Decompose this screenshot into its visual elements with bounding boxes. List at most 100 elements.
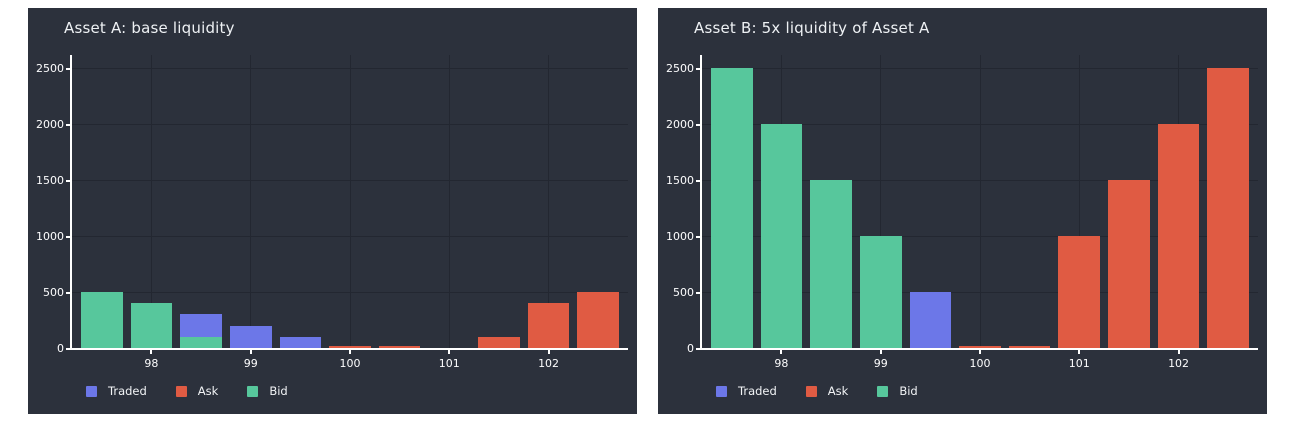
bar-bid-98.5 <box>180 336 222 348</box>
y-tick-label-0: 0 <box>57 342 64 355</box>
bar-bid-98 <box>760 123 803 348</box>
x-tick-label-101: 101 <box>438 357 460 370</box>
legend-item-ask[interactable]: Ask <box>175 384 219 398</box>
y-tick-label-2000: 2000 <box>666 117 694 131</box>
y-tick-mark-2000 <box>66 123 71 126</box>
bar-ask-101.5 <box>1108 179 1150 348</box>
legend-label-traded: Traded <box>738 384 777 398</box>
legend-label-ask: Ask <box>197 384 219 398</box>
gridline-x-102 <box>548 55 550 348</box>
legend-swatch-traded-icon <box>86 385 97 397</box>
chart-title-asset-b: Asset B: 5x liquidity of Asset A <box>694 19 930 37</box>
x-tick-mark-100 <box>349 350 351 354</box>
legend-asset-a: Traded Ask Bid <box>86 384 288 398</box>
y-tick-label-1000: 1000 <box>36 229 64 243</box>
y-tick-label-2000: 2000 <box>36 117 64 131</box>
bar-bid-97.5 <box>80 291 123 348</box>
y-tick-label-500: 500 <box>43 285 64 299</box>
y-tick-label-500: 500 <box>673 285 694 299</box>
bar-ask-102.5 <box>1207 67 1250 348</box>
y-tick-label-2500: 2500 <box>36 61 64 75</box>
x-tick-label-102: 102 <box>1168 357 1190 370</box>
x-tick-label-99: 99 <box>873 357 888 370</box>
chart-panel-asset-b: Asset B: 5x liquidity of Asset A Traded A… <box>658 8 1267 414</box>
bar-bid-97.5 <box>710 67 753 348</box>
y-tick-mark-500 <box>696 291 701 294</box>
x-tick-label-100: 100 <box>969 357 991 370</box>
bar-ask-101 <box>1058 235 1101 348</box>
legend-item-bid[interactable]: Bid <box>247 384 288 398</box>
legend-item-ask[interactable]: Ask <box>805 384 849 398</box>
y-tick-mark-2500 <box>66 67 71 70</box>
gridline-x-101 <box>1078 55 1080 348</box>
legend-label-bid: Bid <box>899 384 918 398</box>
x-tick-label-102: 102 <box>538 357 560 370</box>
bar-bid-98 <box>130 303 173 348</box>
chart-panel-asset-a: Asset A: base liquidity Traded Ask Bid 0 50… <box>28 8 637 414</box>
x-tick-mark-98 <box>150 350 153 354</box>
y-tick-mark-2000 <box>696 123 701 126</box>
y-tick-mark-1000 <box>696 235 701 238</box>
legend-item-bid[interactable]: Bid <box>877 384 918 398</box>
legend-label-traded: Traded <box>108 384 147 398</box>
gridline-x-98 <box>150 55 152 348</box>
y-tick-label-1500: 1500 <box>666 173 694 187</box>
x-tick-label-100: 100 <box>339 357 361 370</box>
y-tick-label-1000: 1000 <box>666 229 694 243</box>
gridline-x-100 <box>979 55 981 348</box>
legend-swatch-traded-icon <box>716 385 727 397</box>
legend-swatch-bid-icon <box>877 385 889 397</box>
legend-swatch-bid-icon <box>247 385 259 397</box>
plot-area-asset-a <box>70 55 628 350</box>
bar-bid-99 <box>859 235 902 348</box>
y-tick-mark-0 <box>696 348 701 350</box>
gridline-x-99 <box>880 55 882 348</box>
legend-label-bid: Bid <box>269 384 288 398</box>
x-tick-label-99: 99 <box>243 357 258 370</box>
y-tick-mark-1000 <box>66 235 71 238</box>
bar-ask-102 <box>1157 123 1200 348</box>
gridline-x-99 <box>250 55 252 348</box>
legend-item-traded[interactable]: Traded <box>86 384 147 398</box>
plot-area-asset-b <box>700 55 1258 350</box>
legend-swatch-ask-icon <box>805 385 817 397</box>
bar-ask-101.5 <box>478 336 520 348</box>
bar-traded-99.5 <box>909 291 952 348</box>
x-tick-mark-102 <box>1177 350 1180 354</box>
x-tick-mark-101 <box>1078 350 1081 354</box>
x-tick-mark-98 <box>780 350 783 354</box>
legend-label-ask: Ask <box>827 384 849 398</box>
bar-ask-102.5 <box>577 291 620 348</box>
bar-ask-100.5 <box>1008 346 1051 348</box>
y-tick-mark-1500 <box>696 179 701 182</box>
y-tick-label-2500: 2500 <box>666 61 694 75</box>
bar-ask-100 <box>329 346 371 348</box>
bar-traded-99 <box>229 325 272 348</box>
x-tick-mark-102 <box>547 350 550 354</box>
bar-ask-100.5 <box>378 346 421 348</box>
x-tick-label-101: 101 <box>1068 357 1090 370</box>
y-tick-mark-0 <box>66 348 71 350</box>
bar-bid-98.5 <box>810 179 852 348</box>
legend-item-traded[interactable]: Traded <box>716 384 777 398</box>
chart-title-asset-a: Asset A: base liquidity <box>64 19 235 37</box>
x-tick-mark-101 <box>448 350 451 354</box>
x-tick-mark-99 <box>879 350 882 354</box>
y-tick-label-0: 0 <box>687 342 694 355</box>
gridline-x-101 <box>448 55 450 348</box>
bar-traded-99.5 <box>279 336 322 348</box>
y-tick-label-1500: 1500 <box>36 173 64 187</box>
legend-asset-b: Traded Ask Bid <box>716 384 918 398</box>
gridline-x-100 <box>349 55 351 348</box>
bar-ask-100 <box>959 346 1001 348</box>
y-tick-mark-2500 <box>696 67 701 70</box>
x-tick-mark-100 <box>979 350 981 354</box>
bar-ask-102 <box>527 303 570 348</box>
legend-swatch-ask-icon <box>175 385 187 397</box>
x-tick-label-98: 98 <box>774 357 789 370</box>
y-tick-mark-500 <box>66 291 71 294</box>
x-tick-mark-99 <box>249 350 252 354</box>
x-tick-label-98: 98 <box>144 357 159 370</box>
y-tick-mark-1500 <box>66 179 71 182</box>
